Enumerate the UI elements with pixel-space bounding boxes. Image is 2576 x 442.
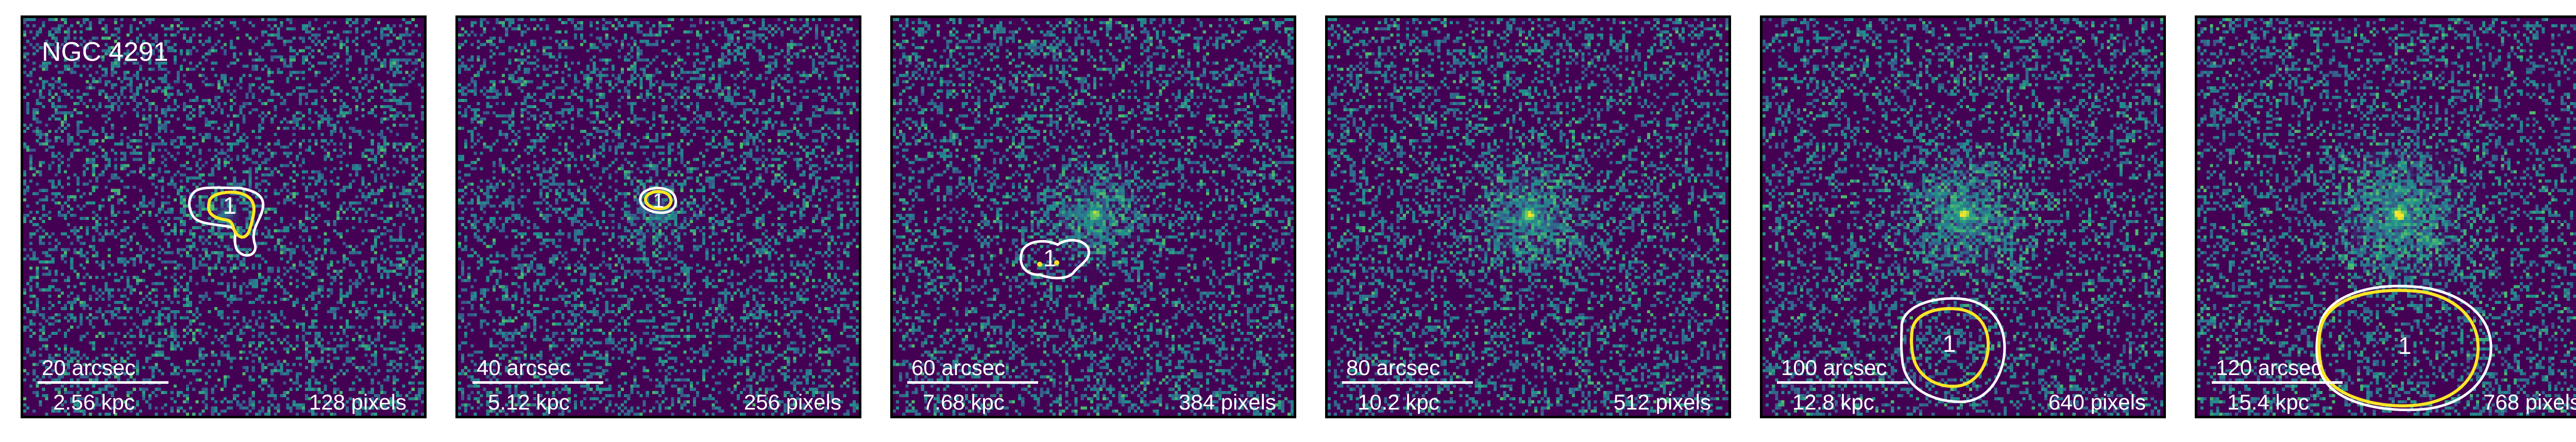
- region-label: 1: [653, 190, 664, 212]
- contour-inner: [1054, 260, 1059, 265]
- galaxy-title: NGC 4291: [42, 37, 168, 67]
- contour-overlay: 1: [639, 186, 677, 214]
- xray-image: [458, 18, 859, 416]
- scale-bar: [472, 381, 603, 384]
- kpc-label: 10.2 kpc: [1358, 390, 1439, 414]
- contour-inner: [2317, 288, 2480, 407]
- pixels-label: 384 pixels: [1178, 390, 1276, 414]
- arcsec-label: 120 arcsec: [2216, 355, 2322, 380]
- contour-outer: [2315, 284, 2493, 412]
- contour-inner: [1037, 262, 1042, 267]
- image-panel-3: 1 60 arcsec 7.68 kpc 384 pixels: [890, 15, 1296, 418]
- region-label: 1: [1943, 330, 1956, 357]
- xray-image: [2197, 18, 2576, 416]
- contour-outer: [639, 186, 677, 214]
- region-label: 1: [1043, 245, 1057, 271]
- xray-image: [1328, 18, 1728, 416]
- scale-bar: [1777, 381, 1908, 384]
- arcsec-label: 80 arcsec: [1346, 355, 1440, 380]
- region-label: 1: [2398, 332, 2412, 359]
- scale-bar: [38, 381, 168, 384]
- pixels-label: 128 pixels: [309, 390, 406, 414]
- scale-bar: [907, 381, 1038, 384]
- xray-image: [893, 18, 1294, 416]
- contour-overlay: 1: [1019, 239, 1091, 280]
- contour-outer: [1900, 297, 2006, 403]
- pixels-label: 640 pixels: [2048, 390, 2146, 414]
- contour-overlay: 1: [188, 186, 265, 257]
- pixels-label: 512 pixels: [1613, 390, 1711, 414]
- xray-image: [23, 18, 424, 416]
- image-panel-1: 1 NGC 4291 20 arcsec 2.56 kpc 128 pixels: [21, 15, 427, 418]
- arcsec-label: 20 arcsec: [42, 355, 136, 380]
- contour-outer: [1019, 239, 1091, 280]
- kpc-label: 7.68 kpc: [923, 390, 1005, 414]
- pixels-label: 768 pixels: [2483, 390, 2576, 414]
- arcsec-label: 40 arcsec: [477, 355, 571, 380]
- contour-inner: [207, 191, 256, 239]
- kpc-label: 2.56 kpc: [53, 390, 135, 414]
- kpc-label: 12.8 kpc: [1792, 390, 1874, 414]
- scale-bar: [2212, 381, 2343, 384]
- xray-image: [1762, 18, 2163, 416]
- contour-inner: [644, 190, 673, 211]
- image-panel-6: 1 120 arcsec 15.4 kpc 768 pixels: [2195, 15, 2576, 418]
- pixels-label: 256 pixels: [743, 390, 841, 414]
- region-label: 1: [223, 192, 236, 219]
- contour-inner: [1910, 307, 1990, 388]
- contour-overlay: 1: [1900, 297, 2006, 403]
- image-panel-4: 80 arcsec 10.2 kpc 512 pixels: [1325, 15, 1731, 418]
- kpc-label: 5.12 kpc: [488, 390, 570, 414]
- kpc-label: 15.4 kpc: [2227, 390, 2309, 414]
- arcsec-label: 60 arcsec: [911, 355, 1006, 380]
- arcsec-label: 100 arcsec: [1781, 355, 1887, 380]
- image-panel-5: 1 100 arcsec 12.8 kpc 640 pixels: [1760, 15, 2166, 418]
- image-panel-2: 1 40 arcsec 5.12 kpc 256 pixels: [455, 15, 861, 418]
- contour-outer: [188, 186, 265, 257]
- scale-bar: [1342, 381, 1473, 384]
- contour-overlay: 1: [2315, 284, 2493, 412]
